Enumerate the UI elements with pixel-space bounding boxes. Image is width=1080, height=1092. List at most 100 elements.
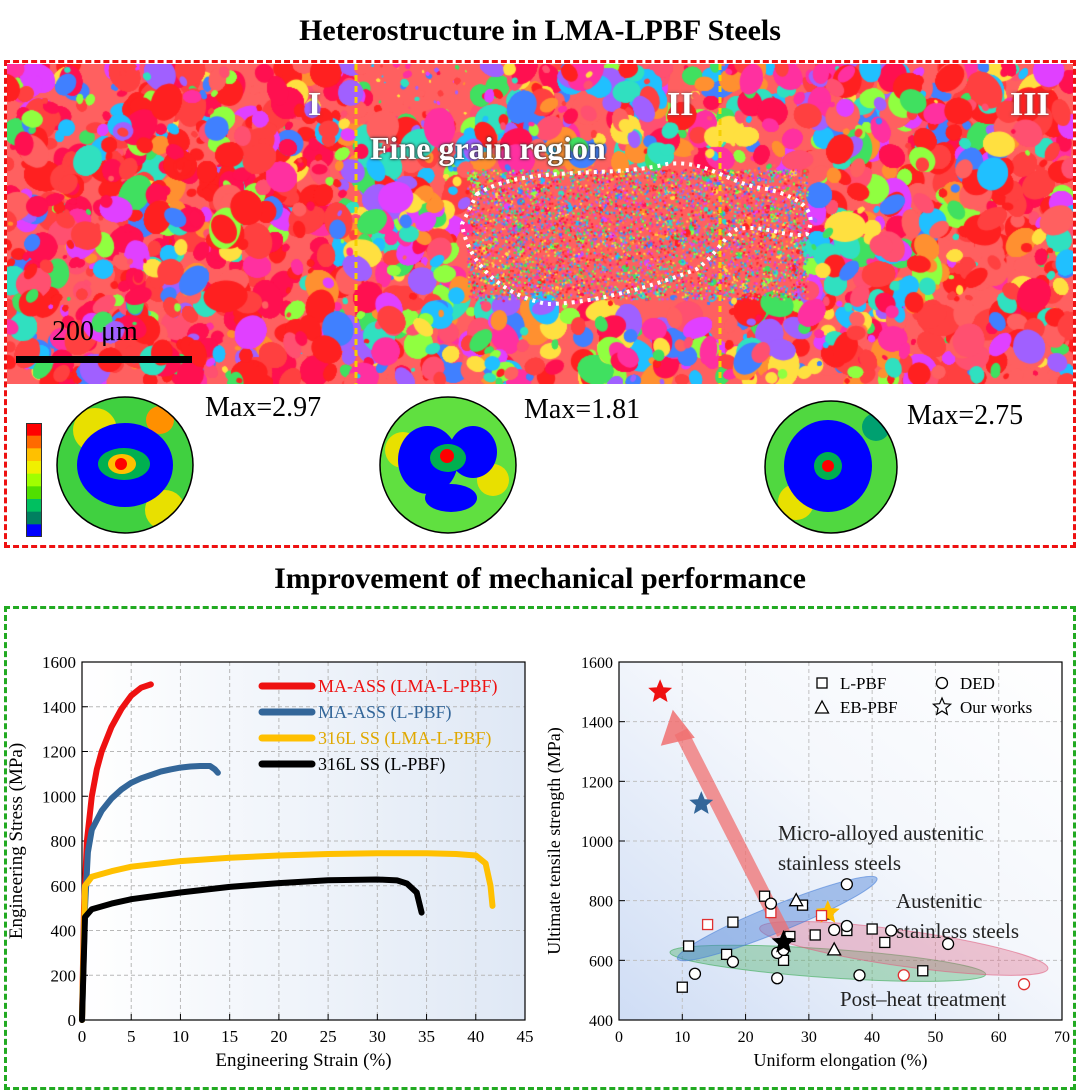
data-point-square (815, 909, 828, 922)
pole-figure-3 (764, 400, 898, 534)
x-tick-label: 10 (674, 1029, 690, 1046)
region-label: Austenitic (896, 889, 982, 913)
y-tick-label: 200 (51, 966, 77, 985)
data-point-square (917, 965, 929, 977)
x-tick-label: 25 (320, 1027, 337, 1046)
data-point-square (816, 677, 828, 689)
fine-grain-label: Fine grain region (370, 130, 606, 166)
x-tick-label: 20 (738, 1029, 754, 1046)
x-tick-label: 10 (172, 1027, 189, 1046)
ebsd-overlay (354, 64, 813, 384)
y-axis-label: Ultimate tensile strength (MPa) (544, 727, 565, 954)
data-point-star (689, 791, 714, 814)
scale-bar (16, 356, 192, 363)
pole-figure-1-max: Max=2.97 (205, 392, 322, 423)
y-tick-label: 1400 (581, 715, 613, 732)
region-label: stainless steels (778, 851, 901, 875)
pole-figure-3-max: Max=2.75 (907, 400, 1024, 431)
x-tick-label: 0 (78, 1027, 87, 1046)
improvement-arrow-head (660, 709, 695, 746)
legend-label: L-PBF (840, 674, 886, 693)
y-tick-label: 400 (589, 1013, 613, 1030)
pole-figure-2-max: Max=1.81 (524, 394, 641, 425)
x-tick-label: 40 (467, 1027, 484, 1046)
colorbar-step (26, 511, 42, 525)
plot-frame (81, 661, 526, 1021)
pole-figure-colorbar (26, 423, 42, 537)
bottom-title: Improvement of mechanical performance (274, 562, 806, 595)
colorbar-step (26, 435, 42, 449)
y-tick-label: 1400 (42, 698, 76, 717)
colorbar-step (26, 448, 42, 462)
y-tick-label: 1200 (42, 743, 76, 762)
data-point-circle (840, 878, 853, 891)
y-tick-label: 1000 (581, 834, 613, 851)
strength-elongation-chart: 0 10 20 30 40 50 60 70 400 600 800 1000 1200 1400 1600… (544, 655, 1070, 1071)
data-point-square (727, 916, 739, 928)
series-line (79, 850, 496, 1023)
region-label-2: II (667, 86, 694, 123)
data-point-circle (688, 967, 702, 980)
legend-label: MA-ASS (LMA-L-PBF) (318, 676, 498, 697)
x-tick-label: 60 (991, 1029, 1007, 1046)
legend-label: DED (960, 674, 995, 693)
data-point-square (676, 981, 688, 993)
legend-label: Our works (960, 698, 1032, 717)
stress-strain-chart: 0 5 10 15 20 25 30 35 40 45 0 200 400 600 800 1000 1200 1… (6, 653, 534, 1071)
x-axis-label: Uniform elongation (%) (754, 1050, 928, 1071)
data-point-triangle (826, 941, 842, 956)
x-tick-label: 35 (418, 1027, 435, 1046)
plot-frame (618, 661, 1063, 1021)
pole-figure-1 (56, 396, 194, 534)
data-point-circle (726, 955, 740, 968)
data-point-star (771, 929, 796, 953)
series-line (79, 763, 221, 1023)
data-point-square (701, 918, 714, 931)
fine-grain-boundary (459, 161, 813, 307)
data-point-circle (941, 937, 955, 951)
data-point-circle (1017, 978, 1031, 991)
data-point-circle (935, 676, 949, 690)
y-tick-label: 1000 (42, 787, 76, 806)
region-label-3: III (1010, 86, 1050, 123)
data-point-square (720, 948, 733, 961)
data-point-square (809, 929, 821, 941)
y-tick-label: 1600 (581, 655, 613, 672)
x-tick-label: 15 (221, 1027, 238, 1046)
x-tick-label: 30 (369, 1027, 386, 1046)
region-label: Micro-alloyed austenitic (778, 821, 984, 845)
y-tick-label: 0 (68, 1011, 77, 1030)
x-tick-label: 20 (270, 1027, 287, 1046)
x-tick-label: 70 (1054, 1029, 1070, 1046)
y-tick-label: 600 (589, 953, 613, 970)
data-point-square (866, 923, 878, 935)
top-title: Heterostructure in LMA-LPBF Steels (299, 14, 781, 47)
colorbar-step (26, 423, 42, 437)
colorbar-step (26, 499, 42, 513)
colorbar-step (26, 524, 42, 537)
legend-label: EB-PBF (840, 698, 898, 717)
colorbar-step (26, 473, 42, 487)
performance-frame (4, 606, 1076, 1090)
data-point-square (682, 940, 695, 952)
data-point-circle (884, 924, 898, 937)
legend-label: MA-ASS (L-PBF) (318, 702, 452, 723)
data-point-circle (897, 969, 910, 982)
y-tick-label: 1600 (42, 653, 76, 672)
scale-bar-label: 200 μm (52, 316, 138, 347)
data-point-star (648, 679, 673, 702)
data-point-circle (771, 972, 784, 985)
x-axis-label: Engineering Strain (%) (215, 1050, 391, 1071)
data-point-circle (840, 919, 853, 933)
region-label-1: I (308, 86, 322, 123)
colorbar-step (26, 486, 42, 500)
y-tick-label: 1200 (581, 774, 613, 791)
y-tick-label: 600 (51, 877, 77, 896)
region-label: stainless steels (896, 919, 1019, 943)
x-tick-label: 0 (615, 1029, 623, 1046)
series-line (79, 876, 425, 1023)
y-tick-label: 400 (51, 922, 77, 941)
data-point-circle (828, 923, 841, 937)
data-point-square (879, 936, 891, 949)
x-tick-label: 40 (864, 1029, 880, 1046)
